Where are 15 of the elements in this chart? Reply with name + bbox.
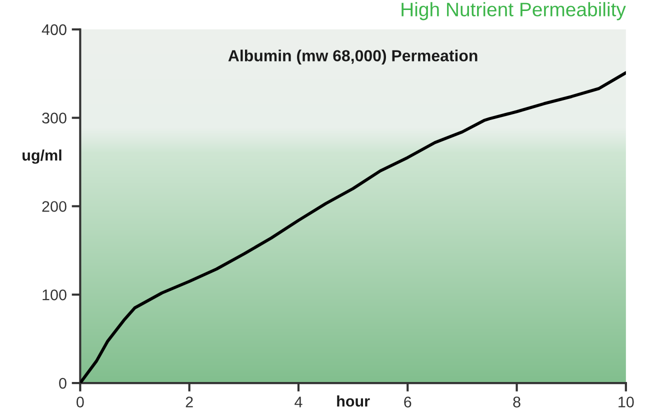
y-tick-label: 100 [42,290,66,300]
x-tick-label: 8 [513,396,520,408]
x-tick-label: 6 [404,396,412,408]
x-tick-label: 10 [618,396,634,408]
y-axis-title: ug/ml [22,149,62,164]
x-axis-title: hour [337,395,370,407]
y-tick-label: 0 [59,378,66,389]
y-tick-label: 400 [42,24,66,36]
text: Albumin (mw 68,000) Permeation [228,50,478,65]
chart-subtitle: High Nutrient Permeability [402,2,626,20]
x-tick-label: 0 [76,396,84,408]
y-tick-label: 200 [42,201,66,212]
x-tick-label: 4 [294,396,302,408]
x-tick-label: 2 [186,396,193,408]
y-tick-label: 300 [42,112,66,124]
